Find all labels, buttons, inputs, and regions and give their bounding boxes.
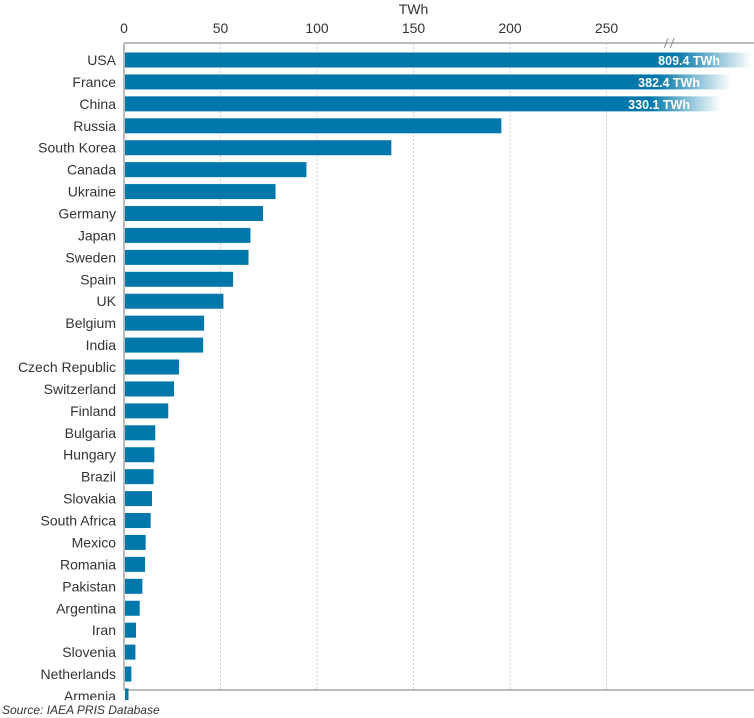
category-label: Russia	[73, 118, 116, 134]
category-label: China	[79, 96, 116, 112]
bar-japan	[125, 227, 251, 243]
category-label: Ukraine	[68, 184, 116, 200]
bar-pakistan	[125, 578, 143, 594]
category-label: Hungary	[63, 447, 116, 463]
x-tick-label: 150	[402, 20, 426, 36]
bar-argentina	[125, 600, 140, 616]
category-label: Sweden	[65, 249, 116, 265]
bar-south-korea	[125, 140, 392, 156]
category-label: Pakistan	[62, 578, 116, 594]
category-label: Spain	[80, 271, 116, 287]
bar-france	[125, 74, 731, 90]
bar-south-africa	[125, 513, 151, 529]
bar-mexico	[125, 534, 146, 550]
category-label: Bulgaria	[65, 425, 117, 441]
bar-czech-republic	[125, 359, 180, 375]
bar-finland	[125, 403, 169, 419]
bar-germany	[125, 206, 263, 222]
bar-iran	[125, 622, 137, 638]
bar-slovakia	[125, 491, 153, 507]
category-label: Finland	[70, 403, 116, 419]
data-label: 809.4 TWh	[658, 54, 720, 68]
bar-ukraine	[125, 184, 276, 200]
bar-brazil	[125, 469, 154, 485]
bar-netherlands	[125, 666, 132, 682]
category-label: Belgium	[65, 315, 116, 331]
category-label: Netherlands	[41, 666, 117, 682]
category-label: Iran	[92, 622, 116, 638]
category-label: France	[72, 74, 116, 90]
category-label: USA	[87, 52, 116, 68]
source-note: Source: IAEA PRIS Database	[2, 703, 160, 717]
category-label: UK	[97, 293, 117, 309]
x-tick-label: 200	[498, 20, 522, 36]
category-label: Armenia	[64, 688, 116, 700]
bar-spain	[125, 271, 234, 287]
category-label: Romania	[60, 556, 116, 572]
bar-armenia	[125, 688, 129, 700]
category-label: Canada	[67, 162, 116, 178]
bar-india	[125, 337, 204, 353]
category-label: Brazil	[81, 469, 116, 485]
x-tick-label: 250	[595, 20, 619, 36]
bar-belgium	[125, 315, 205, 331]
category-label: India	[86, 337, 117, 353]
category-label: Slovenia	[62, 644, 116, 660]
bar-bulgaria	[125, 425, 156, 441]
bar-canada	[125, 162, 307, 178]
bar-russia	[125, 118, 502, 134]
data-label: 330.1 TWh	[628, 98, 690, 112]
category-label: Japan	[78, 227, 116, 243]
bar-romania	[125, 556, 146, 572]
bar-slovenia	[125, 644, 136, 660]
category-label: Slovakia	[63, 491, 116, 507]
x-tick-label: 50	[213, 20, 229, 36]
bar-usa	[125, 52, 751, 68]
bar-hungary	[125, 447, 155, 463]
bar-sweden	[125, 249, 249, 265]
bar-uk	[125, 293, 224, 309]
category-label: Switzerland	[44, 381, 116, 397]
x-tick-label: 100	[305, 20, 329, 36]
category-label: Argentina	[56, 600, 116, 616]
bar-china	[125, 96, 721, 112]
category-label: Czech Republic	[18, 359, 116, 375]
category-label: South Africa	[41, 513, 117, 529]
x-tick-label: 0	[120, 20, 128, 36]
bar-switzerland	[125, 381, 175, 397]
x-axis-title: TWh	[399, 1, 429, 17]
category-label: South Korea	[38, 140, 116, 156]
category-label: Germany	[58, 206, 116, 222]
bar-chart: TWh 0 50 100 150 200 250 USA 809.4 TWh France 382.…	[18, 1, 754, 700]
category-label: Mexico	[72, 534, 117, 550]
axis-break-mark	[663, 37, 675, 49]
data-label: 382.4 TWh	[638, 76, 700, 90]
